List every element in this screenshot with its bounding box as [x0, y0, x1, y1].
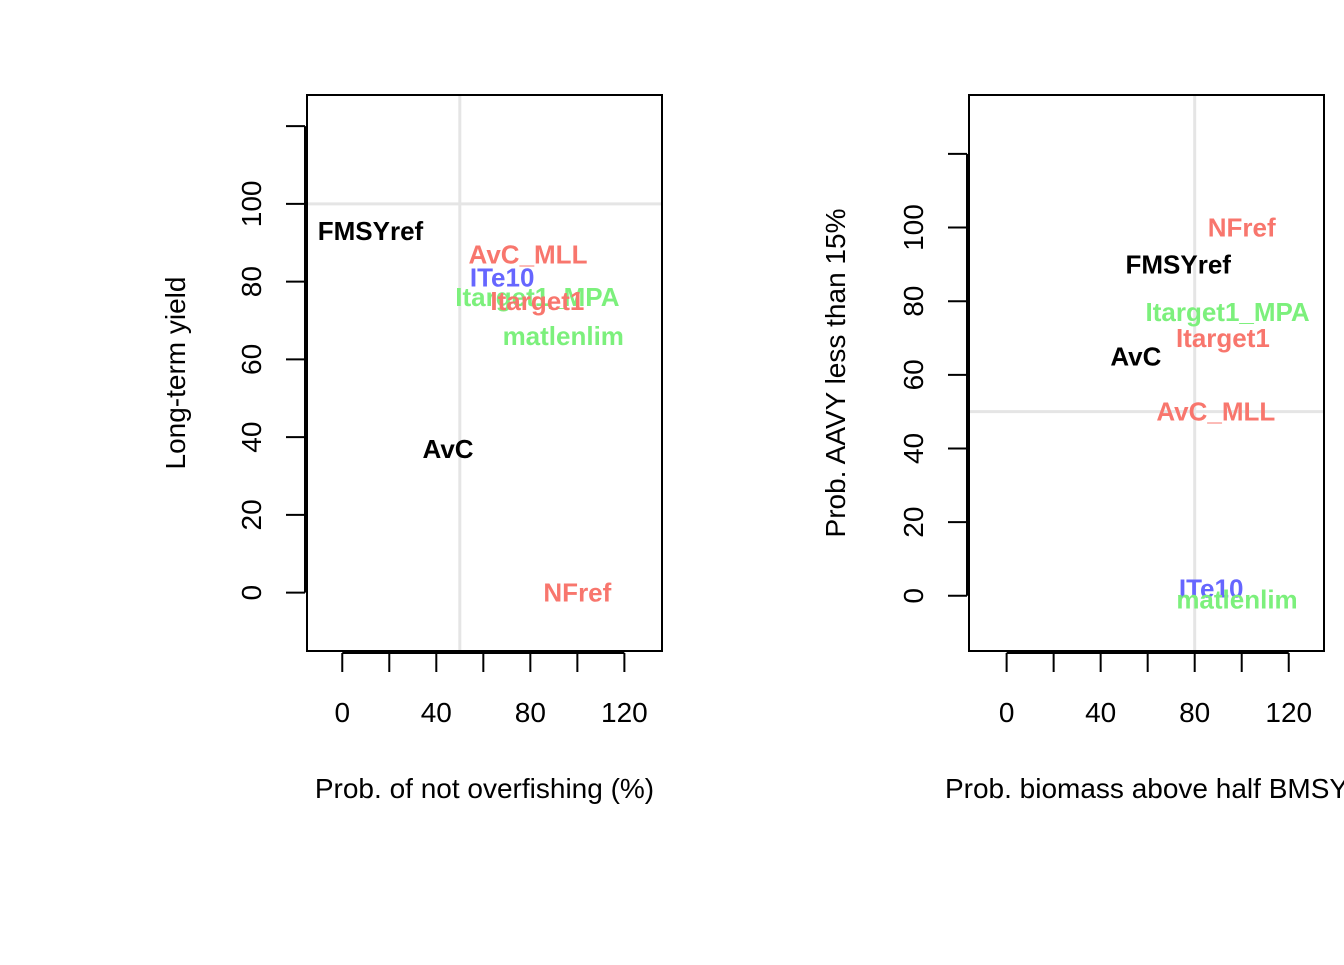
point-label-ite10: ITe10 — [470, 263, 535, 293]
x-axis: 0 40 80 120 — [999, 652, 1312, 728]
y-tick-label: 0 — [236, 585, 267, 601]
y-tick-label: 20 — [898, 507, 929, 538]
y-axis: 0 20 40 60 80 100 — [236, 125, 306, 601]
y-tick-label: 100 — [898, 204, 929, 251]
y-tick-label: 80 — [898, 286, 929, 317]
point-label-avc: AvC — [1110, 341, 1161, 371]
point-label-fmsyref: FMSYref — [318, 216, 424, 246]
point-label-itarget1-mpa: Itarget1_MPA — [1145, 297, 1309, 327]
x-tick-label: 0 — [334, 697, 350, 728]
y-tick-label: 60 — [236, 344, 267, 375]
x-axis-title: Prob. biomass above half BMSY — [945, 773, 1344, 804]
y-tick-label: 100 — [236, 181, 267, 228]
x-tick-label: 80 — [515, 697, 546, 728]
y-tick-label: 60 — [898, 359, 929, 390]
point-label-avc: AvC — [423, 434, 474, 464]
point-label-nfref: NFref — [543, 578, 611, 608]
point-label-nfref: NFref — [1208, 213, 1276, 243]
point-label-itarget1-mpa: Itarget1_MPA — [455, 282, 619, 312]
point-label-fmsyref: FMSYref — [1126, 249, 1232, 279]
x-tick-label: 40 — [421, 697, 452, 728]
y-axis-title: Long-term yield — [160, 277, 191, 470]
x-axis: 0 40 80 120 — [334, 652, 648, 728]
point-label-ite10: ITe10 — [1179, 573, 1244, 603]
y-tick-label: 20 — [236, 499, 267, 530]
panel-2: 0 40 80 120 0 20 40 60 80 100 Prob. biomass above … — [820, 94, 1344, 804]
plot-frame — [968, 94, 1325, 652]
y-tick-label: 0 — [898, 588, 929, 604]
x-tick-label: 0 — [999, 697, 1015, 728]
x-tick-label: 80 — [1179, 697, 1210, 728]
x-axis-title: Prob. of not overfishing (%) — [315, 773, 654, 804]
y-axis: 0 20 40 60 80 100 — [898, 152, 968, 604]
plot-frame — [306, 94, 663, 652]
point-label-itarget1: Itarget1 — [1176, 323, 1270, 353]
point-label-matlenlim: matlenlim — [1176, 584, 1297, 614]
point-label-avc-mll: AvC_MLL — [1156, 397, 1275, 427]
x-tick-label: 40 — [1085, 697, 1116, 728]
y-tick-label: 40 — [898, 433, 929, 464]
point-label-matlenlim: matlenlim — [503, 321, 624, 351]
point-label-itarget1: Itarget1 — [490, 286, 584, 316]
x-tick-label: 120 — [601, 697, 648, 728]
point-label-avc-mll: AvC_MLL — [469, 239, 588, 269]
y-tick-label: 80 — [236, 266, 267, 297]
y-tick-label: 40 — [236, 422, 267, 453]
panel-1: 0 40 80 120 0 20 40 60 80 100 Prob. of not overfis… — [160, 94, 663, 804]
y-axis-title: Prob. AAVY less than 15% — [820, 209, 851, 538]
x-tick-label: 120 — [1265, 697, 1312, 728]
